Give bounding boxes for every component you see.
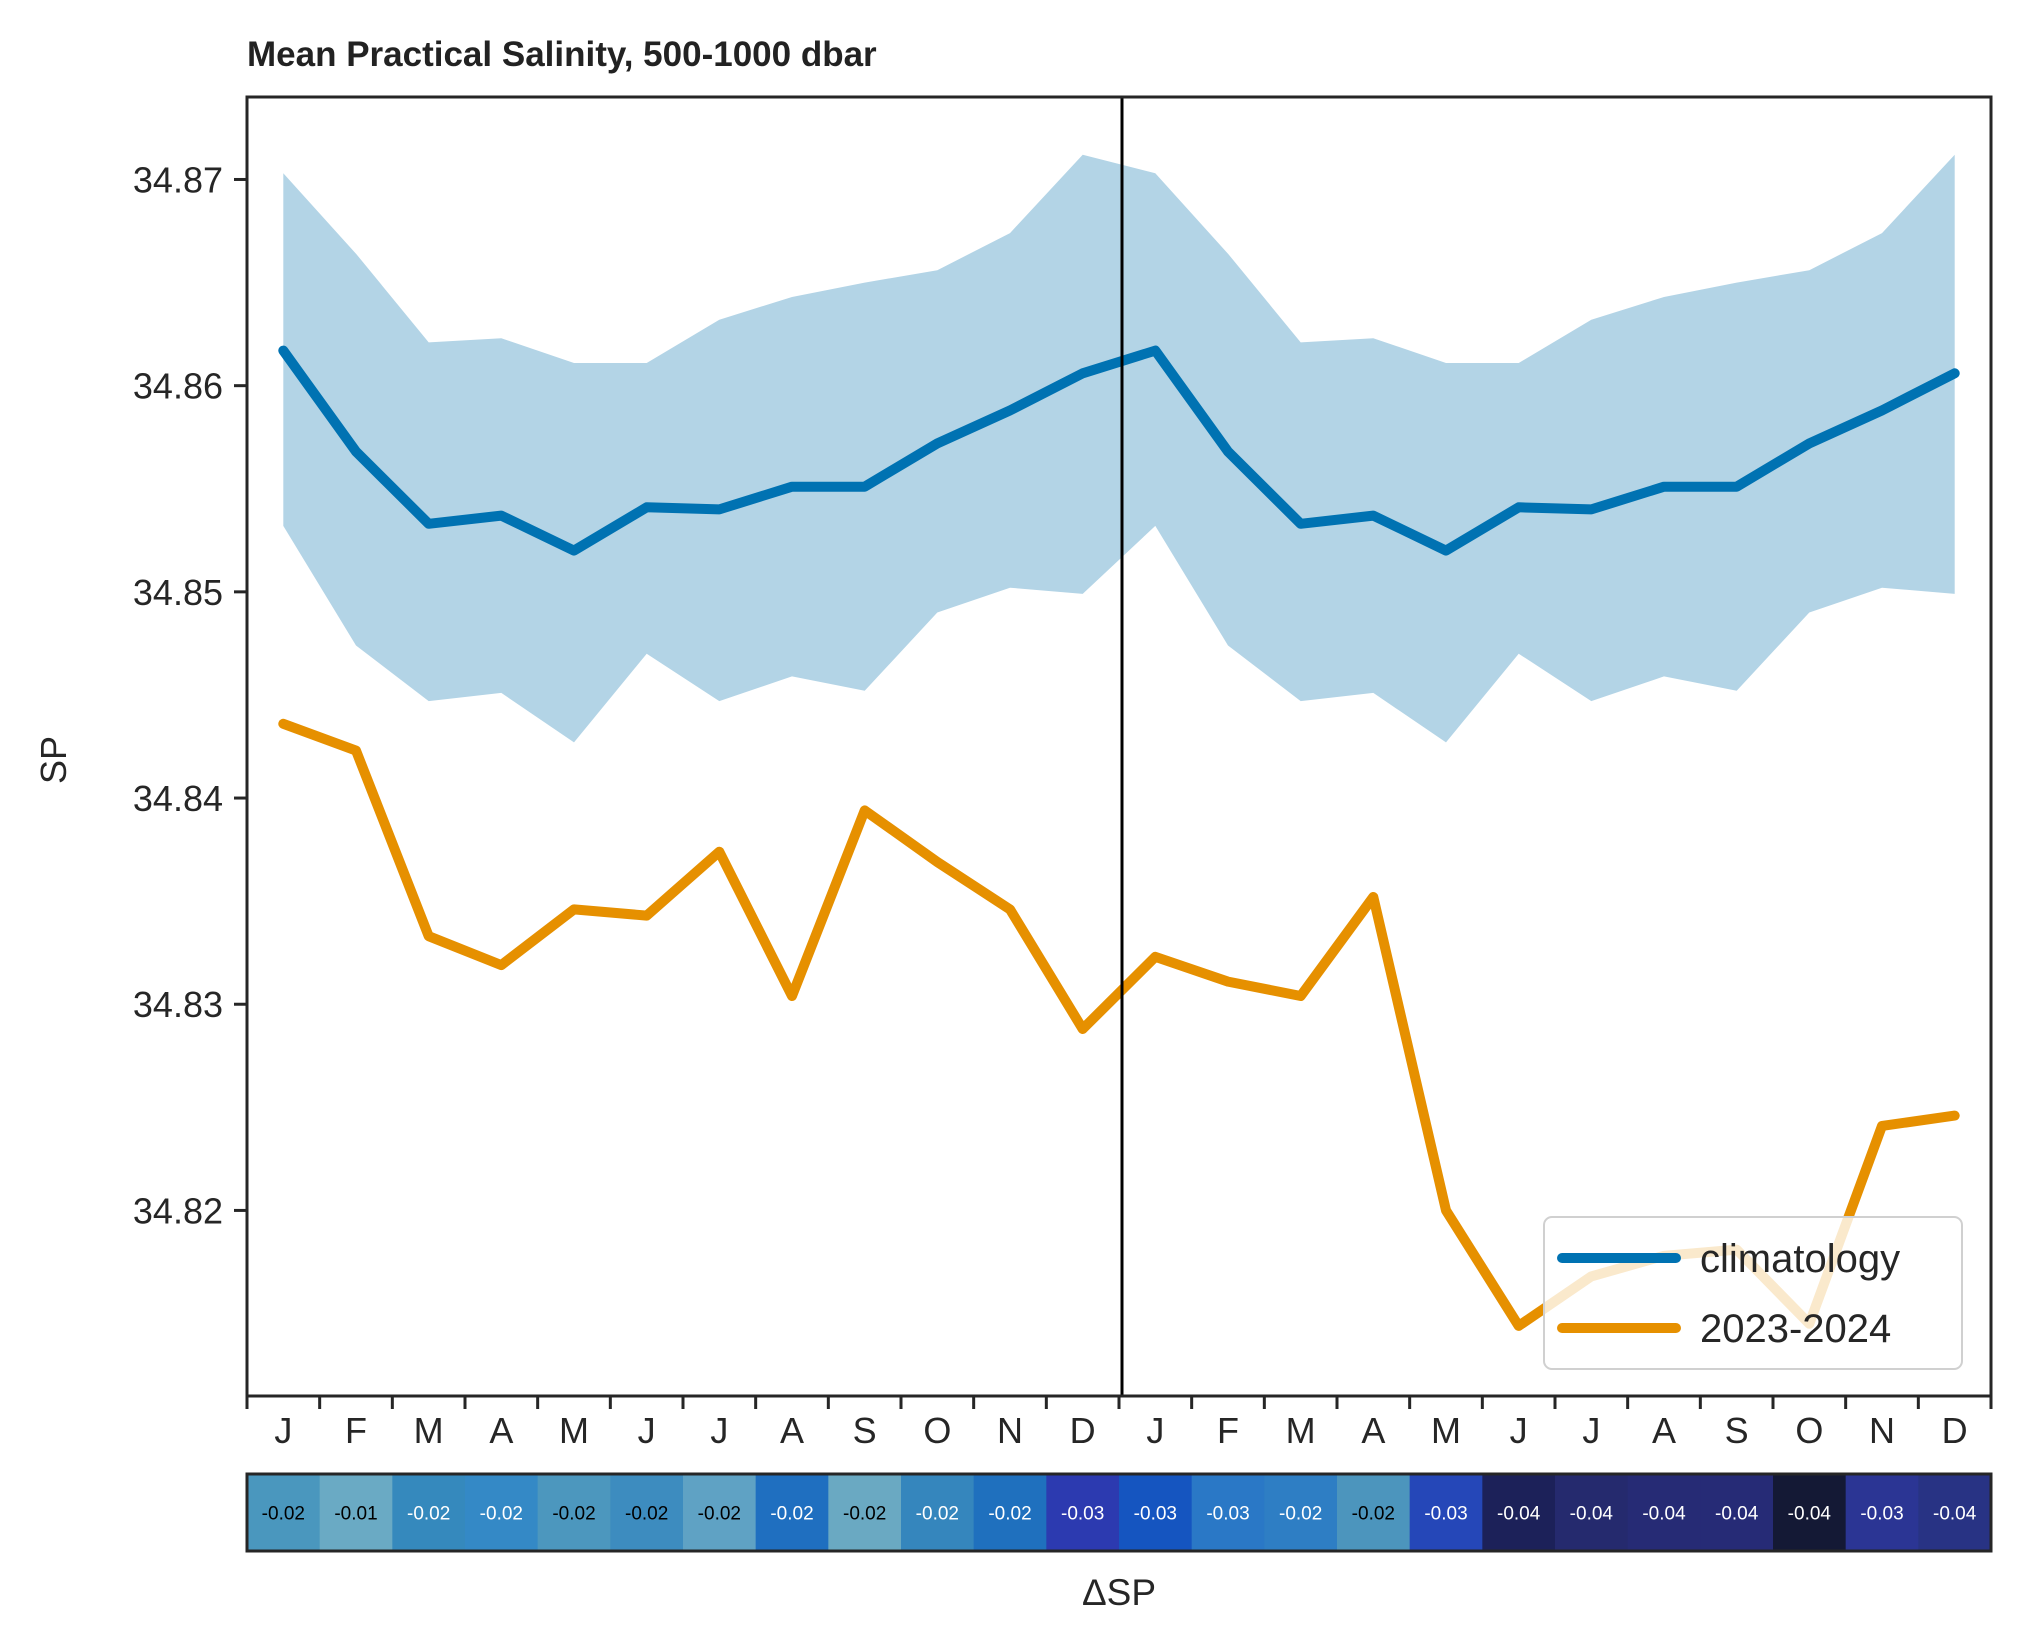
chart-title: Mean Practical Salinity, 500-1000 dbar xyxy=(247,35,877,74)
x-tick-label: F xyxy=(345,1410,367,1451)
x-tick-label: J xyxy=(638,1410,656,1451)
delta-cell-label: -0.02 xyxy=(698,1504,741,1525)
delta-cell-label: -0.02 xyxy=(1279,1504,1322,1525)
legend: climatology 2023-2024 xyxy=(1543,1216,1963,1370)
delta-cell-label: -0.04 xyxy=(1497,1504,1541,1525)
delta-cell xyxy=(1119,1474,1193,1551)
delta-cell xyxy=(247,1474,321,1551)
x-tick-label: S xyxy=(853,1410,877,1451)
delta-cell-label: -0.03 xyxy=(1860,1504,1903,1525)
x-tick-label: J xyxy=(1510,1410,1528,1451)
delta-cell-label: -0.02 xyxy=(770,1504,813,1525)
delta-cell xyxy=(465,1474,539,1551)
delta-cell xyxy=(1337,1474,1411,1551)
delta-cell xyxy=(973,1474,1047,1551)
x-tick-label: A xyxy=(1361,1410,1385,1451)
series-line-climatology xyxy=(278,345,1960,556)
x-tick-label: M xyxy=(1431,1410,1461,1451)
x-tick-label: M xyxy=(559,1410,589,1451)
y-tick-label: 34.84 xyxy=(133,778,223,819)
x-tick-label: F xyxy=(1217,1410,1239,1451)
delta-cell xyxy=(1191,1474,1265,1551)
delta-cell xyxy=(1046,1474,1120,1551)
y-tick-label: 34.82 xyxy=(133,1190,223,1231)
delta-cell-label: -0.03 xyxy=(1061,1504,1104,1525)
y-axis: 34.82 34.83 34.84 34.85 34.86 34.87 xyxy=(133,159,247,1231)
x-tick-label: N xyxy=(997,1410,1023,1451)
delta-cell-label: -0.02 xyxy=(988,1504,1031,1525)
x-tick-label: J xyxy=(1146,1410,1164,1451)
x-tick-label: A xyxy=(780,1410,804,1451)
delta-cell-label: -0.04 xyxy=(1788,1504,1832,1525)
x-tick-label: J xyxy=(274,1410,292,1451)
y-axis-label: SP xyxy=(33,736,74,784)
x-tick-label: O xyxy=(923,1410,951,1451)
delta-cell-label: -0.02 xyxy=(625,1504,668,1525)
delta-cell xyxy=(828,1474,902,1551)
delta-cell-label: -0.03 xyxy=(1134,1504,1177,1525)
y-tick-label: 34.87 xyxy=(133,159,223,200)
delta-cell xyxy=(683,1474,757,1551)
delta-cell-label: -0.04 xyxy=(1933,1504,1977,1525)
y-tick-label: 34.86 xyxy=(133,366,223,407)
x-tick-label: M xyxy=(1286,1410,1316,1451)
delta-cell xyxy=(1918,1474,1992,1551)
x-tick-label: N xyxy=(1869,1410,1895,1451)
delta-strip-frame xyxy=(245,1472,1993,1553)
delta-cell xyxy=(392,1474,466,1551)
y-tick-label: 34.83 xyxy=(133,984,223,1025)
delta-cell-label: -0.04 xyxy=(1715,1504,1759,1525)
delta-cell xyxy=(319,1474,393,1551)
delta-cell xyxy=(1264,1474,1338,1551)
delta-cell xyxy=(537,1474,611,1551)
delta-cell-label: -0.02 xyxy=(1352,1504,1395,1525)
x-tick-label: J xyxy=(710,1410,728,1451)
delta-cell xyxy=(1482,1474,1556,1551)
delta-cell-label: -0.01 xyxy=(334,1504,377,1525)
delta-strip-label: ΔSP xyxy=(1082,1572,1156,1613)
x-tick-label: J xyxy=(1582,1410,1600,1451)
x-tick-label: M xyxy=(414,1410,444,1451)
delta-cell-label: -0.04 xyxy=(1642,1504,1686,1525)
delta-cell xyxy=(1627,1474,1701,1551)
x-tick-label: A xyxy=(1652,1410,1676,1451)
delta-cell xyxy=(1409,1474,1483,1551)
delta-cell xyxy=(1845,1474,1919,1551)
delta-cell-label: -0.02 xyxy=(552,1504,595,1525)
x-tick-label: D xyxy=(1070,1410,1096,1451)
delta-cell-label: -0.02 xyxy=(843,1504,886,1525)
delta-cell-label: -0.02 xyxy=(262,1504,305,1525)
x-tick-label: O xyxy=(1795,1410,1823,1451)
delta-cell-label: -0.03 xyxy=(1424,1504,1467,1525)
x-tick-label: D xyxy=(1942,1410,1968,1451)
x-tick-label: A xyxy=(489,1410,513,1451)
delta-cell-label: -0.04 xyxy=(1570,1504,1614,1525)
delta-cell xyxy=(901,1474,975,1551)
x-tick-label: S xyxy=(1725,1410,1749,1451)
confidence-band-layer xyxy=(283,154,1955,743)
delta-cell xyxy=(1773,1474,1847,1551)
delta-cell xyxy=(1700,1474,1774,1551)
legend-label-climatology: climatology xyxy=(1700,1237,1900,1281)
delta-cell xyxy=(610,1474,684,1551)
delta-cell-label: -0.02 xyxy=(407,1504,450,1525)
delta-strip: -0.02 -0.01 -0.02 -0.02 -0.02 -0.02 -0.02 -0.02… xyxy=(247,1474,1992,1551)
delta-cell-label: -0.02 xyxy=(916,1504,959,1525)
legend-label-2023-2024: 2023-2024 xyxy=(1700,1307,1891,1351)
confidence-band-climatology xyxy=(283,154,1955,743)
y-tick-label: 34.85 xyxy=(133,572,223,613)
delta-cell-label: -0.03 xyxy=(1206,1504,1249,1525)
delta-cell xyxy=(1555,1474,1629,1551)
delta-cell-label: -0.02 xyxy=(480,1504,523,1525)
delta-cell xyxy=(755,1474,829,1551)
